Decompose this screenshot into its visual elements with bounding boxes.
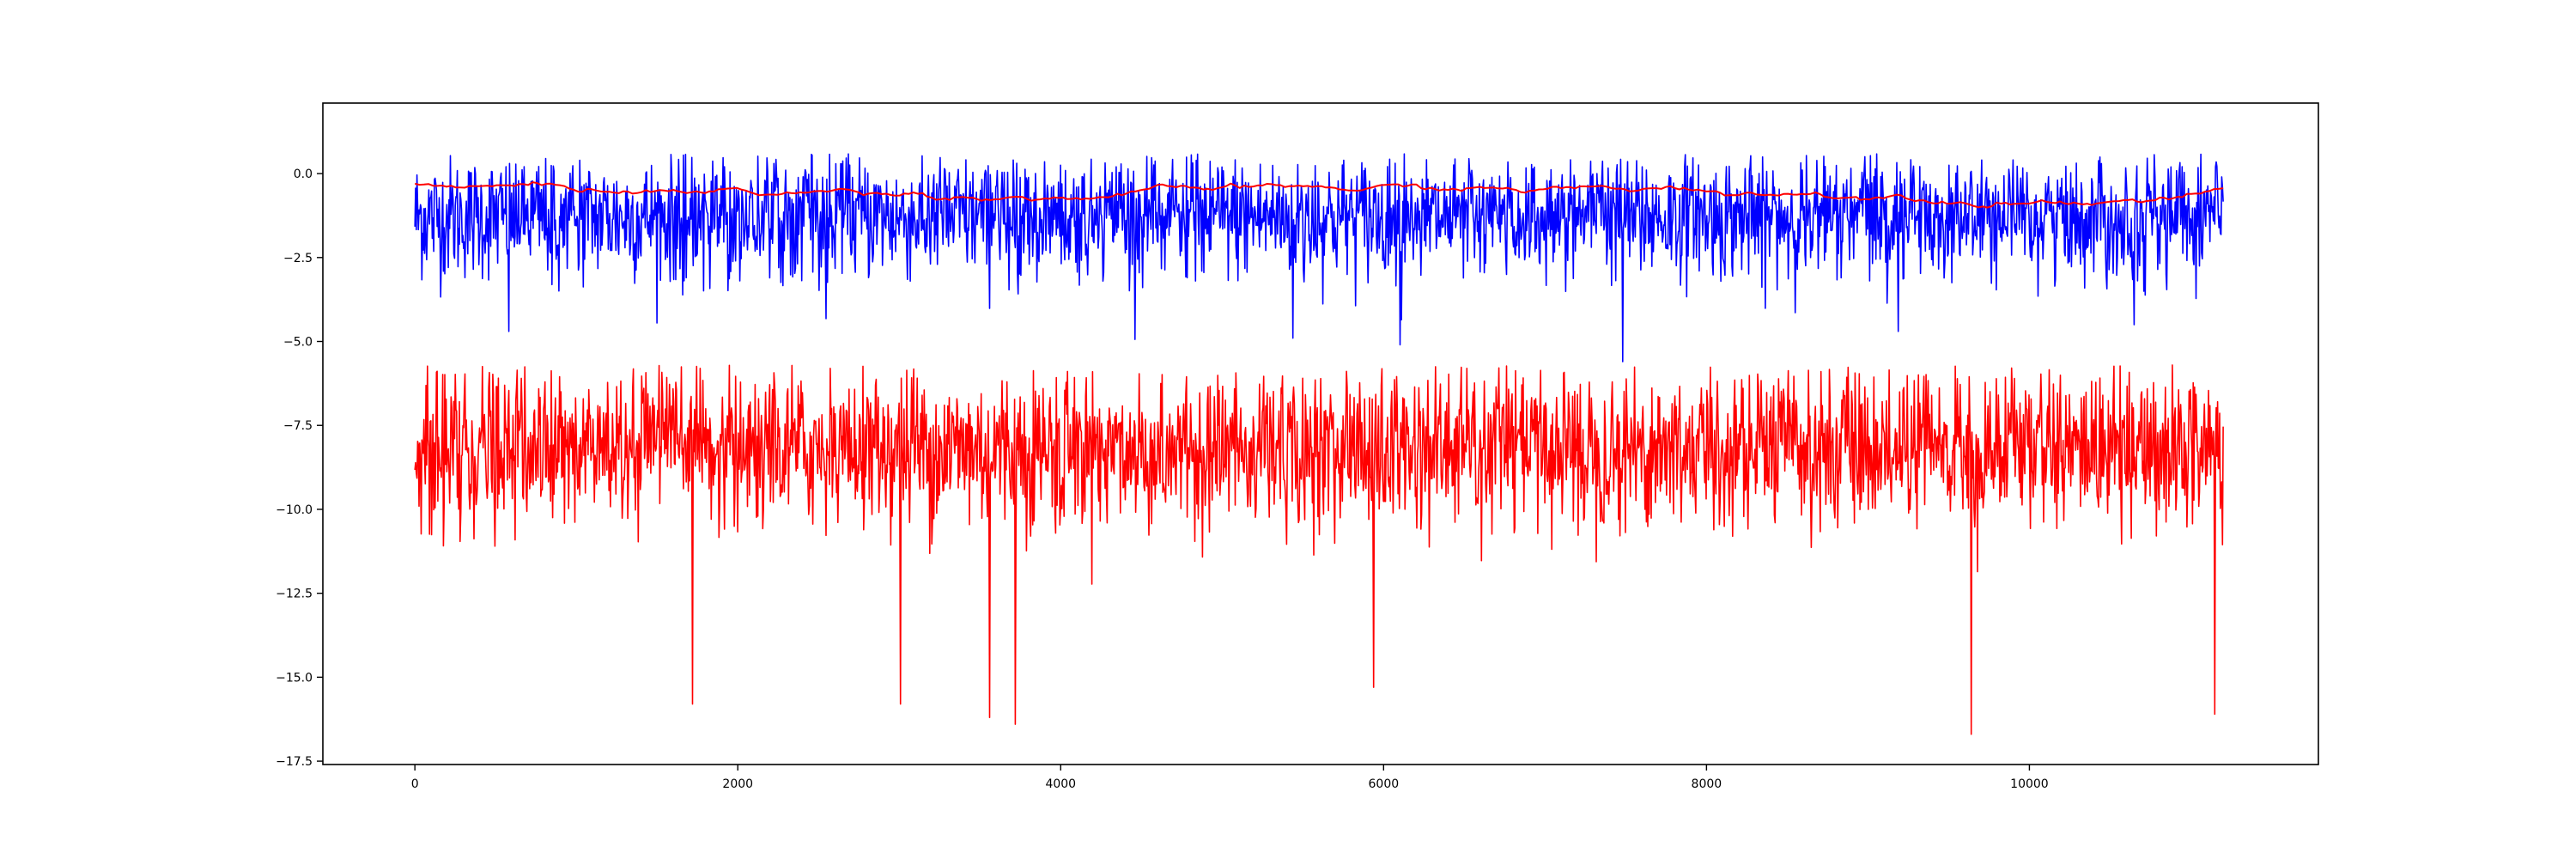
y-tick-label: −2.5 [283,252,313,265]
x-tick-label: 6000 [1369,777,1400,791]
series-line-1 [414,153,2224,362]
x-tick-label: 8000 [1692,777,1722,791]
y-tick-label: −12.5 [276,588,313,601]
series-line-2 [414,364,2224,735]
plot-frame [322,102,2319,765]
y-tick-label: −17.5 [276,755,313,769]
y-tick-label: −7.5 [283,419,313,433]
y-tick-label: −5.0 [283,336,313,350]
x-tick-label: 10000 [2010,777,2049,791]
x-tick-label: 2000 [722,777,753,791]
x-axis: 0 2000 4000 6000 8000 10000 [411,765,2049,791]
x-tick-label: 0 [411,777,419,791]
y-tick-label: 0.0 [294,168,313,181]
series-layer [414,153,2224,735]
y-tick-label: −15.0 [276,671,313,685]
y-tick-label: −10.0 [276,503,313,517]
series-line-3 [414,181,2224,209]
y-axis: 0.0 −2.5 −5.0 −7.5 −10.0 −12.5 −15.0 −17.5 [276,168,323,769]
x-tick-label: 4000 [1045,777,1076,791]
